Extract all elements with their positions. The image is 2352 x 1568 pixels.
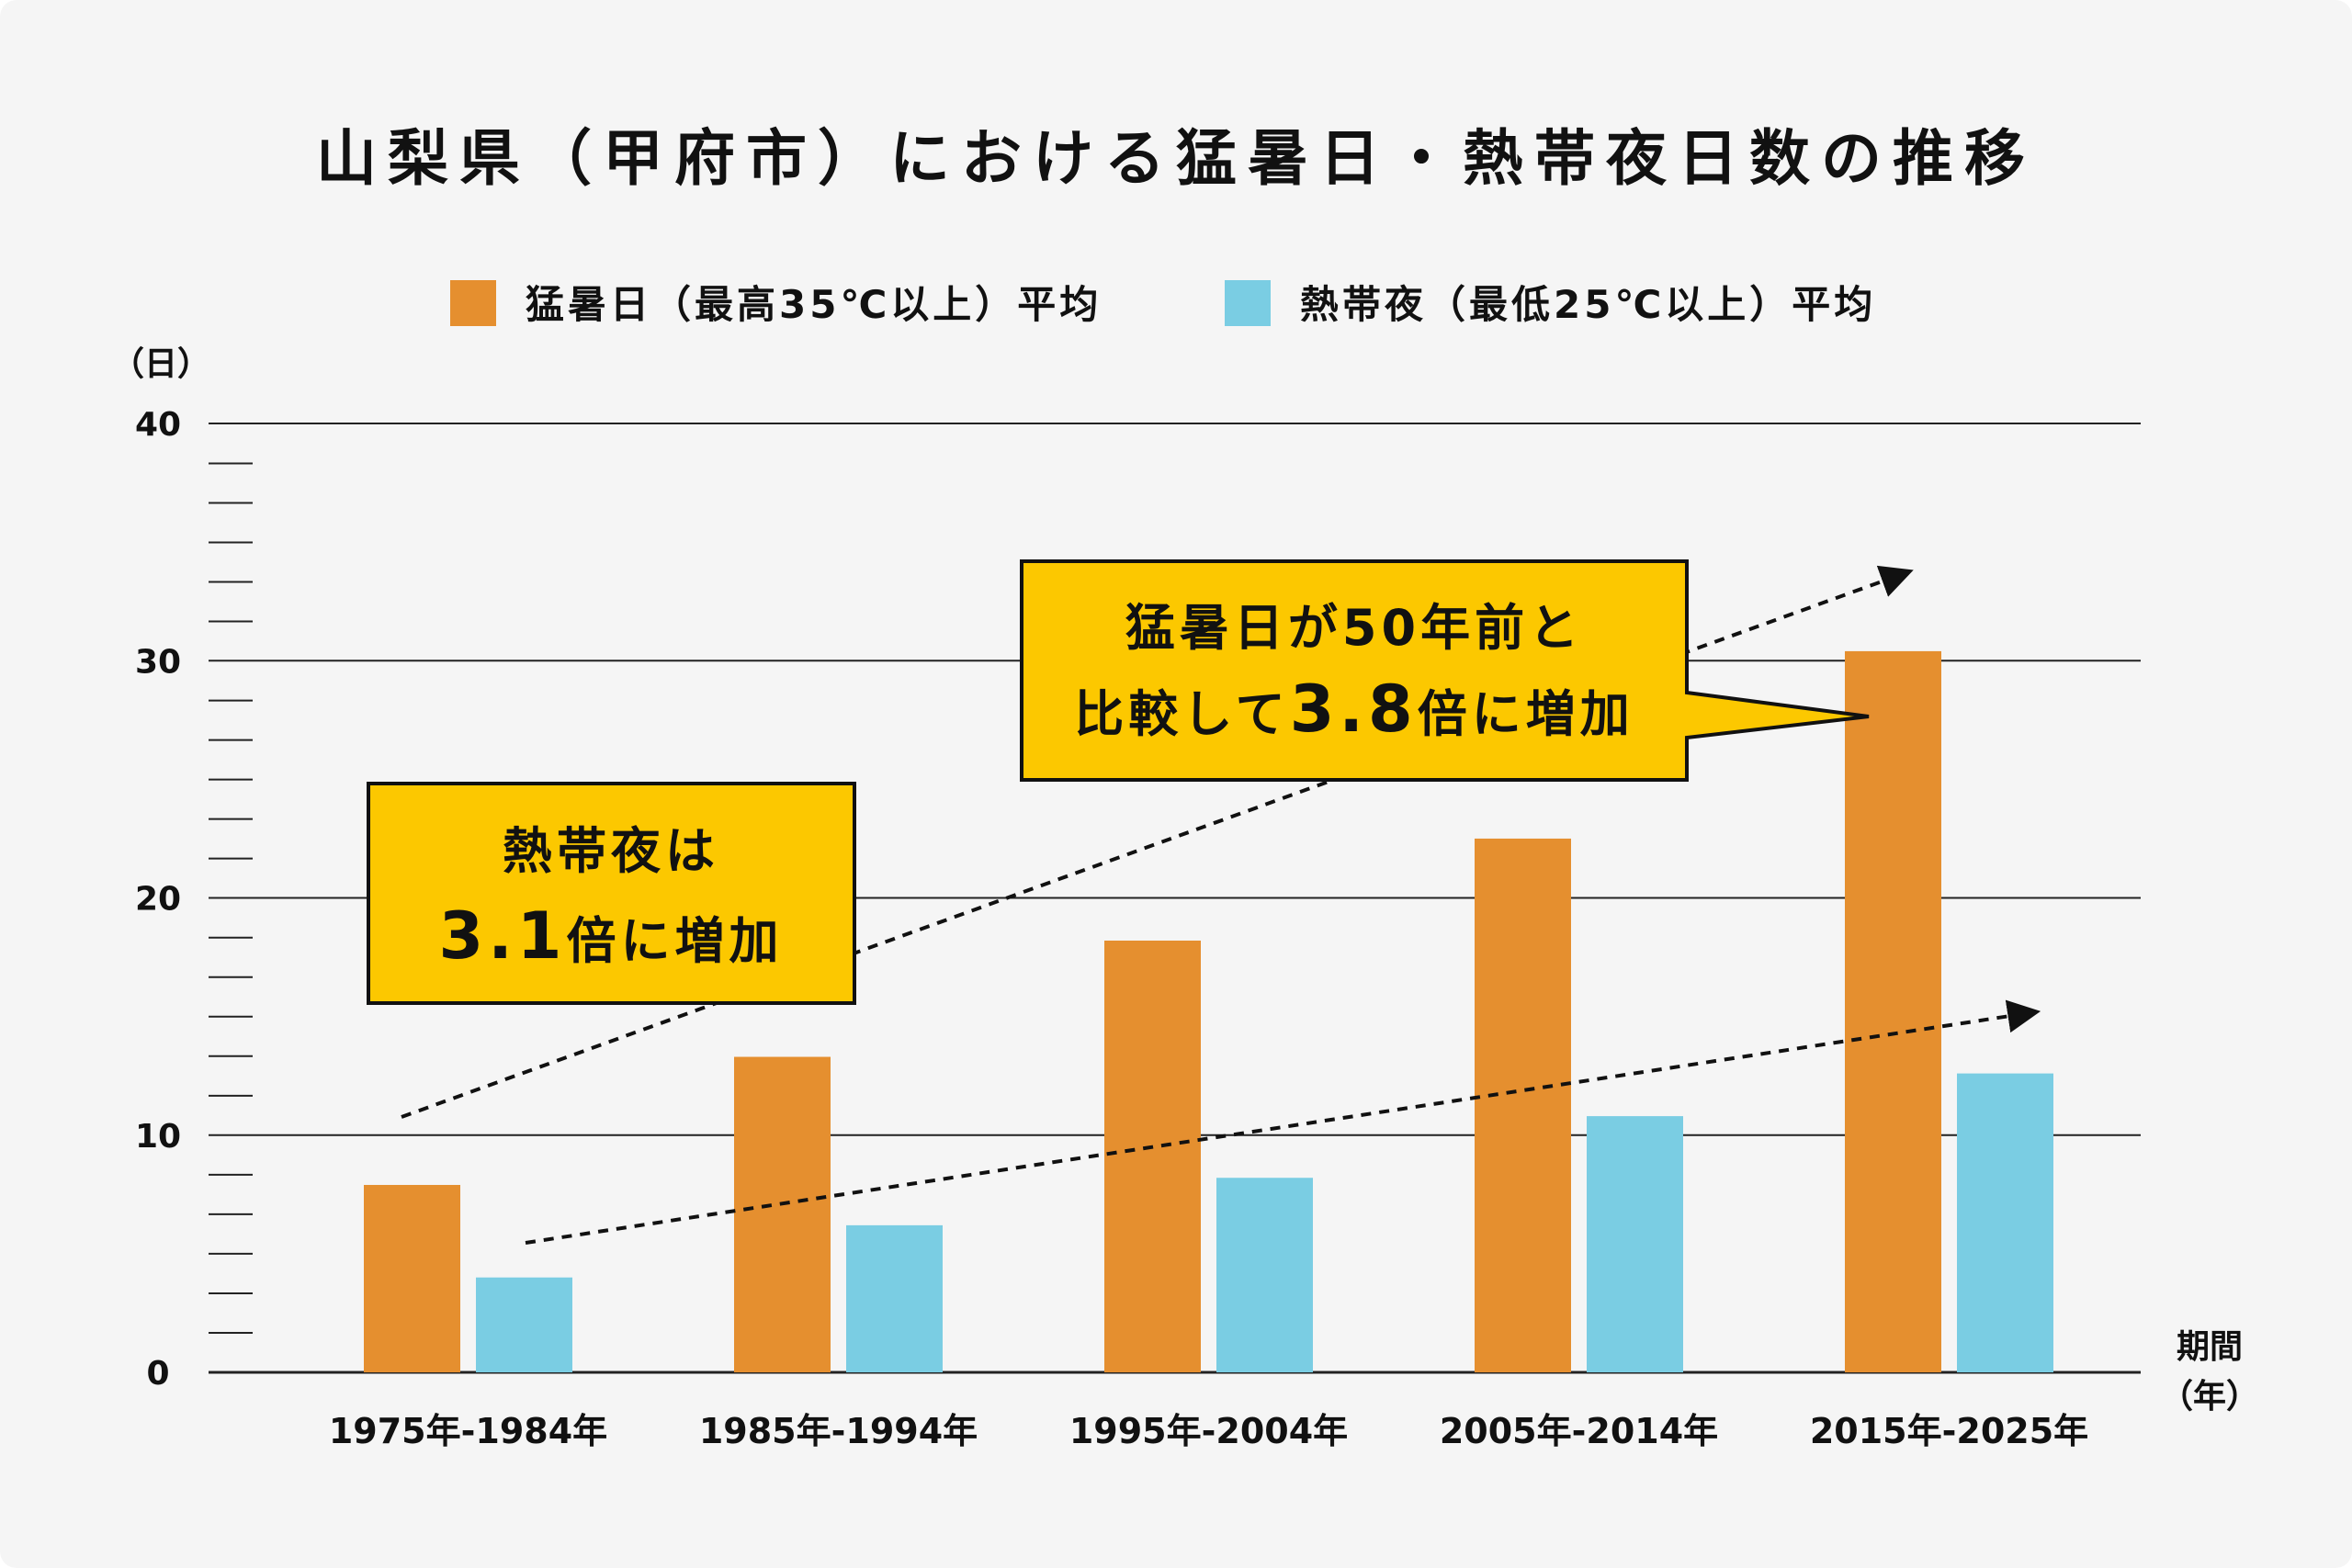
callout-line-2: 比較して3.8倍に増加 [1074, 671, 1634, 747]
minor-ticks [209, 462, 253, 1334]
legend-label-hot-days: 猛暑日（最高35℃以上）平均 [526, 282, 1102, 327]
legend-swatch-tropical-nights [1225, 280, 1271, 326]
x-tick-label: 2015年-2025年 [1810, 1411, 2088, 1451]
callout-rest: 倍に増加 [1418, 685, 1634, 743]
callout-line-1: 熱帯夜は [503, 822, 719, 880]
bar-hot-days-3 [1475, 838, 1571, 1372]
callout-pre: 比較して [1074, 685, 1289, 743]
callout-highlight: 3.8 [1290, 671, 1418, 747]
callout-line-2: 3.1倍に増加 [438, 898, 783, 974]
legend: 猛暑日（最高35℃以上）平均 熱帯夜（最低25℃以上）平均 [450, 280, 1876, 327]
bar-tropical-nights-1 [846, 1224, 943, 1372]
callout-box [367, 782, 856, 1005]
bar-hot-days-0 [364, 1184, 460, 1372]
x-tick-label: 1975年-1984年 [329, 1411, 607, 1451]
legend-label-tropical-nights: 熱帯夜（最低25℃以上）平均 [1300, 282, 1876, 327]
y-tick-label: 20 [135, 881, 181, 919]
y-axis-label: （日） [111, 345, 210, 383]
callout-rest: 倍に増加 [567, 912, 784, 970]
bar-tropical-nights-3 [1587, 1116, 1683, 1372]
bar-hot-days-1 [734, 1056, 831, 1372]
x-tick-labels: 1975年-1984年 1985年-1994年 1995年-2004年 2005年-2… [329, 1411, 2088, 1451]
bar-tropical-nights-2 [1216, 1178, 1313, 1372]
trend-lines [401, 565, 2041, 1245]
y-tick-label: 30 [135, 643, 181, 681]
tropical-nights-trend-arrow [525, 999, 2041, 1245]
callout-highlight: 3.1 [438, 898, 566, 974]
bar-hot-days-2 [1104, 940, 1201, 1372]
y-tick-labels: 0 10 20 30 40 [135, 406, 181, 1393]
x-axis-label-line1: 期間 [2177, 1328, 2243, 1366]
bar-hot-days-4 [1845, 650, 1941, 1372]
bar-tropical-nights-0 [476, 1277, 572, 1372]
bars [364, 650, 2053, 1372]
bar-tropical-nights-4 [1957, 1073, 2053, 1372]
chart-title: 山梨県（甲府市）における猛暑日・熱帯夜日数の推移 [316, 123, 2036, 194]
callout-line-1: 猛暑日が50年前と [1125, 599, 1583, 657]
y-tick-label: 0 [146, 1355, 169, 1393]
callout-hot-days: 猛暑日が50年前と 比較して3.8倍に増加 [1020, 559, 1870, 782]
legend-swatch-hot-days [450, 280, 496, 326]
callout-box-with-pointer [1020, 559, 1870, 782]
y-tick-label: 40 [135, 406, 181, 444]
x-tick-label: 1985年-1994年 [699, 1411, 978, 1451]
y-tick-label: 10 [135, 1118, 181, 1156]
callout-tropical-nights: 熱帯夜は 3.1倍に増加 [367, 782, 856, 1005]
x-tick-label: 1995年-2004年 [1069, 1411, 1348, 1451]
hot-days-trend-arrow [401, 565, 1914, 1119]
x-axis-label-line2: （年） [2160, 1378, 2259, 1416]
x-tick-label: 2005年-2014年 [1440, 1411, 1718, 1451]
